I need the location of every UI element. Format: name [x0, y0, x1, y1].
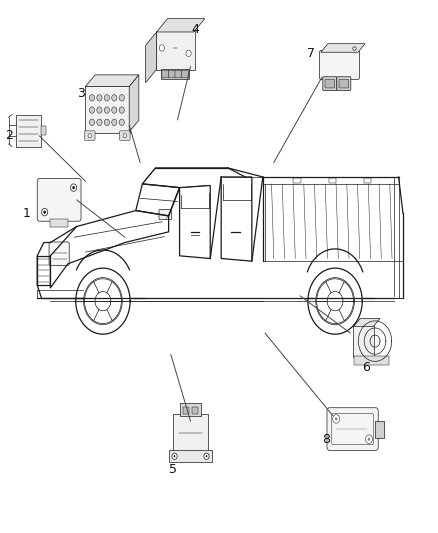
Circle shape [123, 133, 127, 138]
Circle shape [112, 107, 117, 113]
FancyBboxPatch shape [156, 31, 195, 70]
FancyBboxPatch shape [181, 70, 188, 78]
Text: 6: 6 [362, 361, 370, 374]
Polygon shape [157, 19, 205, 32]
Circle shape [43, 211, 46, 214]
FancyBboxPatch shape [37, 179, 81, 221]
Circle shape [89, 107, 95, 113]
Circle shape [42, 208, 48, 216]
Polygon shape [145, 32, 157, 83]
Polygon shape [85, 75, 139, 86]
Circle shape [172, 453, 177, 459]
FancyBboxPatch shape [173, 414, 208, 452]
FancyBboxPatch shape [320, 51, 359, 79]
Circle shape [367, 438, 370, 441]
FancyBboxPatch shape [353, 325, 374, 357]
FancyBboxPatch shape [168, 70, 175, 78]
FancyBboxPatch shape [337, 77, 351, 91]
Text: 4: 4 [191, 23, 199, 36]
FancyBboxPatch shape [364, 178, 371, 183]
FancyBboxPatch shape [85, 131, 95, 140]
FancyBboxPatch shape [159, 209, 172, 220]
Circle shape [89, 119, 95, 125]
Circle shape [119, 94, 124, 101]
FancyBboxPatch shape [85, 85, 130, 133]
FancyBboxPatch shape [49, 242, 69, 265]
Text: 2: 2 [5, 130, 13, 142]
FancyBboxPatch shape [50, 219, 68, 227]
Circle shape [335, 417, 338, 421]
FancyBboxPatch shape [375, 421, 384, 438]
FancyBboxPatch shape [120, 131, 130, 140]
Circle shape [72, 186, 75, 189]
Circle shape [365, 435, 372, 443]
FancyBboxPatch shape [293, 178, 301, 183]
FancyBboxPatch shape [327, 408, 378, 450]
FancyBboxPatch shape [180, 403, 201, 416]
FancyBboxPatch shape [161, 69, 190, 79]
Circle shape [119, 107, 124, 113]
Circle shape [89, 94, 95, 101]
FancyBboxPatch shape [162, 70, 169, 78]
FancyBboxPatch shape [339, 79, 349, 88]
Circle shape [204, 453, 209, 459]
Text: 8: 8 [322, 433, 330, 446]
Text: 1: 1 [22, 207, 30, 220]
Circle shape [159, 45, 164, 51]
Polygon shape [129, 75, 139, 132]
Circle shape [112, 94, 117, 101]
Circle shape [333, 415, 340, 423]
Circle shape [97, 94, 102, 101]
FancyBboxPatch shape [328, 178, 336, 183]
Text: 3: 3 [77, 87, 85, 100]
FancyBboxPatch shape [169, 450, 212, 462]
Circle shape [112, 119, 117, 125]
Circle shape [71, 184, 77, 191]
Circle shape [186, 50, 191, 56]
FancyBboxPatch shape [175, 70, 182, 78]
FancyBboxPatch shape [323, 77, 337, 91]
FancyBboxPatch shape [17, 115, 40, 147]
Text: 7: 7 [307, 47, 315, 60]
FancyBboxPatch shape [183, 407, 189, 414]
Circle shape [97, 119, 102, 125]
FancyBboxPatch shape [40, 126, 46, 135]
Circle shape [104, 107, 110, 113]
Polygon shape [321, 44, 365, 52]
Circle shape [88, 133, 92, 138]
Circle shape [119, 119, 124, 125]
Circle shape [206, 455, 208, 457]
Circle shape [104, 119, 110, 125]
Polygon shape [354, 318, 380, 326]
Circle shape [97, 107, 102, 113]
Circle shape [173, 455, 175, 457]
FancyBboxPatch shape [325, 79, 335, 88]
Text: 5: 5 [169, 463, 177, 475]
FancyBboxPatch shape [192, 407, 198, 414]
Circle shape [104, 94, 110, 101]
FancyBboxPatch shape [354, 356, 389, 366]
